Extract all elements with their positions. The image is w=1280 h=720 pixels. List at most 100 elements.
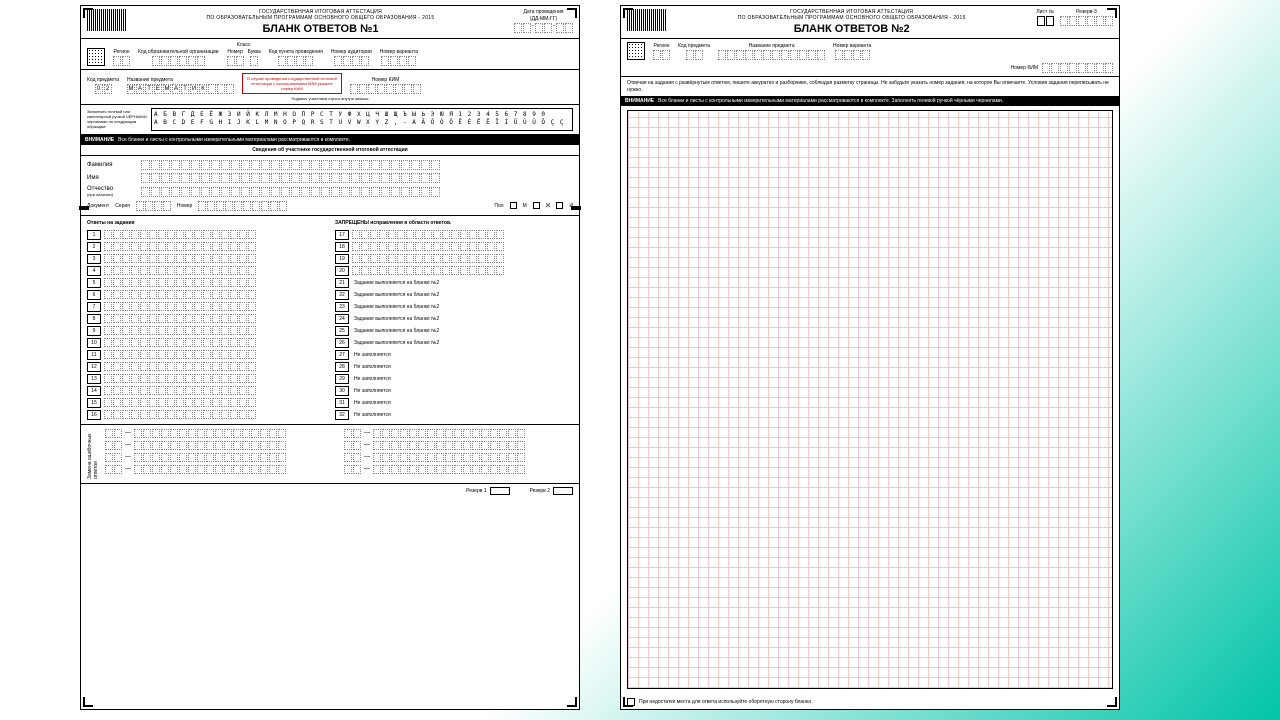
alpha-label: Заполнять гелевой или капиллярной ручкой… xyxy=(87,109,147,129)
answer-grid-area[interactable] xyxy=(627,110,1113,689)
variant-boxes[interactable] xyxy=(381,56,416,66)
answer-row[interactable]: 22Задание выполняется на бланке №2 xyxy=(335,290,573,300)
answer-row[interactable]: 5 xyxy=(87,278,325,288)
answer-row[interactable]: 20 xyxy=(335,266,573,276)
number-boxes[interactable] xyxy=(198,201,287,211)
warning-bar: ВНИМАНИЕ Все бланки и листы с контрольны… xyxy=(81,135,579,145)
pol-m-checkbox[interactable] xyxy=(510,202,517,209)
number-label: Номер xyxy=(177,203,192,209)
answer-row[interactable]: 16 xyxy=(87,410,325,420)
patronymic-hint: (при наличии) xyxy=(87,192,113,197)
answer-row[interactable]: 12 xyxy=(87,362,325,372)
answer-row[interactable]: 11 xyxy=(87,350,325,360)
answer-row[interactable]: 28Не заполняется xyxy=(335,362,573,372)
header-line2: ПО ОБРАЗОВАТЕЛЬНЫМ ПРОГРАММАМ ОСНОВНОГО … xyxy=(133,15,508,21)
document-row: Документ Серия Номер Пол М Ж И xyxy=(87,201,573,211)
answer-row[interactable]: 25Задание выполняется на бланке №2 xyxy=(335,326,573,336)
point-code-boxes[interactable] xyxy=(278,56,313,66)
reserve2-box[interactable] xyxy=(553,487,573,495)
answers-header: Ответы на задания xyxy=(87,220,325,226)
sheet-box[interactable] xyxy=(1037,16,1054,26)
answer-row[interactable]: 26Задание выполняется на бланке №2 xyxy=(335,338,573,348)
footer-text: При недостатке места для ответа использу… xyxy=(639,699,811,705)
answer-form-1: ГОСУДАРСТВЕННАЯ ИТОГОВАЯ АТТЕСТАЦИЯ ПО О… xyxy=(80,5,580,710)
warn-text: Все бланки и листы с контрольными измери… xyxy=(118,137,350,143)
answer-row[interactable]: 1 xyxy=(87,230,325,240)
barcode xyxy=(87,9,127,31)
form1-title: БЛАНК ОТВЕТОВ №1 xyxy=(133,23,508,35)
region-boxes[interactable] xyxy=(653,50,670,60)
corrections-grid[interactable]: ———————— xyxy=(105,429,573,474)
answer-row[interactable]: 10 xyxy=(87,338,325,348)
answer-row[interactable]: 14 xyxy=(87,386,325,396)
series-boxes[interactable] xyxy=(136,201,171,211)
aud-boxes[interactable] xyxy=(334,56,369,66)
answer-row[interactable]: 31Не заполняется xyxy=(335,398,573,408)
point-code-label: Код пункта проведения xyxy=(269,49,323,55)
answer-row[interactable]: 17 xyxy=(335,230,573,240)
answer-row[interactable]: 24Задание выполняется на бланке №2 xyxy=(335,314,573,324)
subj-code-boxes[interactable]: 02 xyxy=(95,84,112,94)
answer-row[interactable]: 7 xyxy=(87,302,325,312)
corner-mark xyxy=(567,697,577,707)
series-label: Серия xyxy=(115,203,130,209)
kim-label: Номер КИМ xyxy=(1011,65,1038,71)
alphabet-sample: А Б В Г Д Е Ё Ж З И Й К Л М Н О П Р С Т … xyxy=(151,108,573,131)
answer-row[interactable]: 19 xyxy=(335,254,573,264)
answer-row[interactable]: 23Задание выполняется на бланке №2 xyxy=(335,302,573,312)
aud-label: Номер аудитории xyxy=(331,49,372,55)
answer-row[interactable]: 15 xyxy=(87,398,325,408)
pol-f-label: Ж xyxy=(546,203,551,209)
patronymic-boxes[interactable] xyxy=(141,187,573,197)
date-label: Дата проведения xyxy=(524,9,564,15)
answer-row[interactable]: 2 xyxy=(87,242,325,252)
pol-label: Пол xyxy=(494,203,503,209)
class-let-box[interactable] xyxy=(250,56,258,66)
name-label: Имя xyxy=(87,175,137,181)
answer-row[interactable]: 6 xyxy=(87,290,325,300)
name-boxes[interactable] xyxy=(141,173,573,183)
answer-row[interactable]: 21Задание выполняется на бланке №2 xyxy=(335,278,573,288)
kim-boxes[interactable] xyxy=(350,84,421,94)
pol-f-checkbox[interactable] xyxy=(533,202,540,209)
answer-row[interactable]: 32Не заполняется xyxy=(335,410,573,420)
answer-row[interactable]: 4 xyxy=(87,266,325,276)
answer-row[interactable]: 29Не заполняется xyxy=(335,374,573,384)
answer-row[interactable]: 30Не заполняется xyxy=(335,386,573,396)
region-boxes[interactable] xyxy=(113,56,130,66)
surname-boxes[interactable] xyxy=(141,160,573,170)
subj-code-boxes[interactable] xyxy=(686,50,703,60)
qr-code xyxy=(87,48,105,66)
variant-boxes[interactable] xyxy=(835,50,870,60)
answer-row[interactable]: 8 xyxy=(87,314,325,324)
kim-boxes[interactable] xyxy=(1042,63,1113,73)
form1-header: ГОСУДАРСТВЕННАЯ ИТОГОВАЯ АТТЕСТАЦИЯ ПО О… xyxy=(81,6,579,39)
participant-title: Сведения об участнике государственной ит… xyxy=(81,145,579,156)
answer-row[interactable]: 9 xyxy=(87,326,325,336)
reserve1-box[interactable] xyxy=(490,487,510,495)
sign-label: Подпись участника строго внутри окошка xyxy=(87,96,573,101)
answer-row[interactable]: 18 xyxy=(335,242,573,252)
pol-i-checkbox[interactable] xyxy=(556,202,563,209)
corner-mark xyxy=(1107,697,1117,707)
corner-mark xyxy=(623,697,633,707)
org-code-label: Код образовательной организации xyxy=(138,49,219,55)
answer-row[interactable]: 3 xyxy=(87,254,325,264)
subj-name-boxes[interactable] xyxy=(718,50,825,60)
corner-mark xyxy=(567,8,577,18)
date-boxes[interactable]: -- xyxy=(514,23,573,33)
corrections-section: Замена ошибочных ответов ———————— xyxy=(81,425,579,483)
subj-name-boxes[interactable]: МАТЕМАТИК xyxy=(127,84,234,94)
answer-row[interactable]: 13 xyxy=(87,374,325,384)
class-num-boxes[interactable] xyxy=(227,56,244,66)
warn-text: Все бланки и листы с контрольными измери… xyxy=(658,98,1003,104)
alpha-row2: A B C D E F G H I J K L M N O P Q R S T … xyxy=(154,119,570,127)
class-let-label: Буква xyxy=(248,49,261,55)
reserve3-label: Резерв-3 xyxy=(1076,9,1097,15)
reserve-row: Резерв 1 Резерв 2 xyxy=(81,483,579,498)
reserve3-box[interactable] xyxy=(1060,16,1113,26)
region-label: Регион xyxy=(113,49,129,55)
alignment-mark xyxy=(79,206,89,210)
answer-row[interactable]: 27Не заполняется xyxy=(335,350,573,360)
org-code-boxes[interactable] xyxy=(152,56,205,66)
